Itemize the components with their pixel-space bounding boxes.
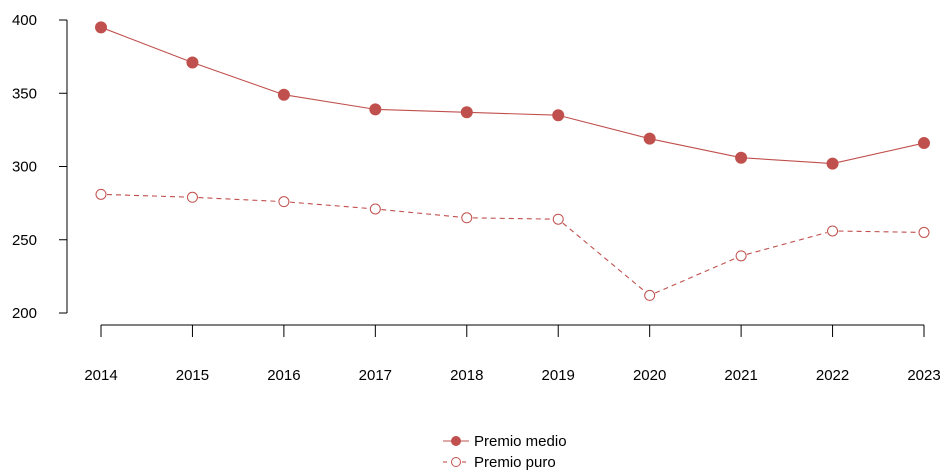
y-tick-label: 200 [12, 305, 37, 322]
series-line-segment [192, 61, 285, 96]
x-tick-label: 2021 [724, 367, 757, 384]
legend-label: Premio medio [474, 433, 567, 450]
data-point [461, 212, 473, 224]
x-tick-label: 2014 [84, 367, 117, 384]
legend-marker [451, 436, 461, 446]
data-point [826, 157, 839, 170]
x-tick-label: 2023 [907, 367, 940, 384]
x-tick-label: 2018 [450, 367, 483, 384]
series-line-segment [198, 197, 278, 202]
series-line-segment [558, 114, 650, 140]
series-line-segment [381, 209, 461, 218]
data-point [918, 137, 930, 150]
x-axis: 2014 2015 2016 2017 2018 2019 2020 2021 2022 2023 [84, 324, 941, 384]
data-point [186, 191, 198, 203]
y-axis: 200 250 300 350 400 [12, 12, 68, 322]
data-point [369, 203, 381, 215]
y-tick-label: 300 [12, 159, 37, 176]
data-point [735, 250, 747, 262]
data-point [460, 106, 473, 119]
x-tick-label: 2015 [176, 367, 209, 384]
series-layer [95, 21, 930, 301]
series-line-segment [741, 157, 833, 165]
data-point [644, 289, 656, 301]
x-tick-label: 2022 [816, 367, 849, 384]
series-premio-medio [95, 21, 930, 170]
series-line-segment [466, 111, 559, 116]
series-line-segment [375, 108, 467, 113]
y-tick-label: 400 [12, 12, 37, 29]
y-tick-label: 350 [12, 85, 37, 102]
series-line-segment [100, 26, 193, 63]
legend: Premio medio Premio puro [443, 433, 567, 470]
data-point [827, 225, 839, 237]
data-point [735, 151, 748, 164]
data-point [369, 103, 382, 116]
series-line-segment [106, 193, 187, 198]
data-point [278, 196, 290, 208]
data-point [552, 109, 565, 122]
legend-marker [451, 457, 461, 467]
series-line-segment [562, 222, 646, 293]
series-line-segment [472, 217, 553, 220]
series-line-segment [746, 232, 827, 255]
series-line-segment [649, 138, 742, 159]
data-point [643, 132, 656, 145]
series-line-segment [283, 94, 376, 110]
series-line-segment [838, 230, 919, 233]
series-line-segment [289, 201, 370, 210]
data-point [95, 188, 107, 200]
x-tick-label: 2016 [267, 367, 300, 384]
legend-label: Premio puro [474, 454, 556, 470]
y-tick-label: 250 [12, 232, 37, 249]
x-tick-label: 2020 [633, 367, 666, 384]
legend-item: Premio medio [443, 433, 567, 450]
x-tick-label: 2017 [359, 367, 392, 384]
data-point [95, 21, 107, 34]
series-premio-puro [95, 188, 930, 301]
series-line-segment [654, 257, 736, 294]
data-point [918, 226, 930, 238]
data-point [186, 56, 199, 69]
x-tick-label: 2019 [542, 367, 575, 384]
data-point [277, 88, 290, 101]
data-point [552, 213, 564, 225]
legend-item: Premio puro [443, 454, 556, 470]
series-line-segment [832, 142, 925, 165]
